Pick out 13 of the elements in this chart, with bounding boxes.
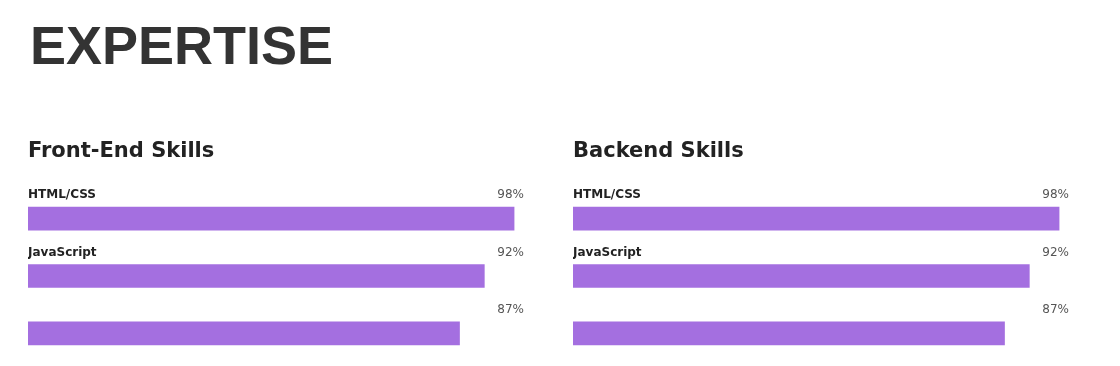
y-tick-label: HTML/CSS (28, 187, 96, 202)
data-label: 92% (1042, 244, 1069, 259)
chart-subtitle: Front-End Skills (28, 138, 216, 164)
y-tick-label: JavaScript (572, 244, 642, 259)
chart-title: EXPERTISE (30, 14, 334, 76)
data-label: 87% (497, 301, 524, 316)
y-tick-label: HTML/CSS (573, 187, 641, 202)
data-label: 87% (1042, 301, 1069, 316)
data-label: 92% (497, 244, 524, 259)
y-tick-label: JavaScript (27, 244, 97, 259)
chart-subtitle: Backend Skills (573, 138, 745, 164)
data-label: 98% (1042, 187, 1069, 202)
data-label: 98% (497, 187, 524, 202)
